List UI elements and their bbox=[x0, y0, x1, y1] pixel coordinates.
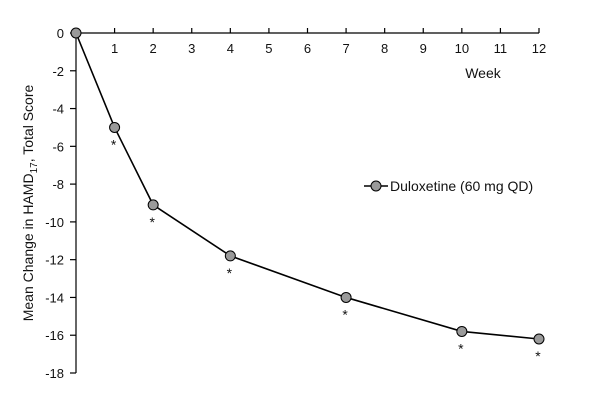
y-tick-label: -6 bbox=[52, 139, 64, 154]
y-tick-label: -12 bbox=[45, 253, 64, 268]
x-tick-label: 11 bbox=[494, 41, 508, 56]
y-axis-title-main: Mean Change in HAMD bbox=[20, 173, 36, 321]
significance-asterisk: * bbox=[111, 136, 117, 152]
x-tick-label: 7 bbox=[342, 41, 349, 56]
significance-asterisk: * bbox=[458, 340, 464, 356]
legend-marker bbox=[370, 180, 382, 192]
data-point bbox=[456, 325, 468, 337]
legend: Duloxetine (60 mg QD) bbox=[364, 178, 533, 194]
x-tick-label: 9 bbox=[420, 41, 427, 56]
y-tick-label: -14 bbox=[45, 290, 64, 305]
x-tick-label: 5 bbox=[265, 41, 272, 56]
y-tick-label: -18 bbox=[45, 366, 64, 381]
data-point bbox=[70, 27, 82, 39]
y-tick-label: -4 bbox=[52, 102, 64, 117]
x-tick-label: 6 bbox=[304, 41, 311, 56]
x-tick-label: 12 bbox=[532, 41, 546, 56]
significance-asterisk: * bbox=[342, 306, 348, 322]
data-point bbox=[340, 291, 352, 303]
significance-asterisk: * bbox=[149, 214, 155, 230]
y-axis-title-suffix: , Total Score bbox=[20, 85, 36, 163]
x-tick-label: 10 bbox=[455, 41, 469, 56]
y-tick-label: -8 bbox=[52, 177, 64, 192]
data-point bbox=[224, 250, 236, 262]
data-point bbox=[533, 333, 545, 345]
y-tick-label: 0 bbox=[57, 26, 64, 41]
y-axis-ticks: 0 -2 -4 -6 -8 -10 -12 -14 -16 -18 bbox=[45, 26, 76, 381]
legend-label: Duloxetine (60 mg QD) bbox=[390, 178, 533, 194]
axes bbox=[75, 32, 539, 373]
y-tick-label: -2 bbox=[52, 64, 64, 79]
x-tick-label: 3 bbox=[188, 41, 195, 56]
y-tick-label: -16 bbox=[45, 328, 64, 343]
x-tick-label: 4 bbox=[227, 41, 234, 56]
x-tick-label: 1 bbox=[111, 41, 118, 56]
x-tick-label: 8 bbox=[381, 41, 388, 56]
y-axis-title-subscript: 17 bbox=[29, 162, 40, 174]
x-axis-ticks: 1 2 3 4 5 6 7 8 9 10 11 12 bbox=[111, 28, 546, 56]
y-axis-title: Mean Change in HAMD17, Total Score bbox=[20, 85, 40, 322]
data-point bbox=[147, 199, 159, 211]
significance-asterisk: * bbox=[227, 265, 233, 281]
plot-area: * * * * * * bbox=[70, 27, 545, 364]
x-axis-title: Week bbox=[465, 65, 502, 81]
y-tick-label: -10 bbox=[45, 215, 64, 230]
x-tick-label: 2 bbox=[150, 41, 157, 56]
significance-asterisk: * bbox=[535, 348, 541, 364]
data-point bbox=[109, 121, 121, 133]
